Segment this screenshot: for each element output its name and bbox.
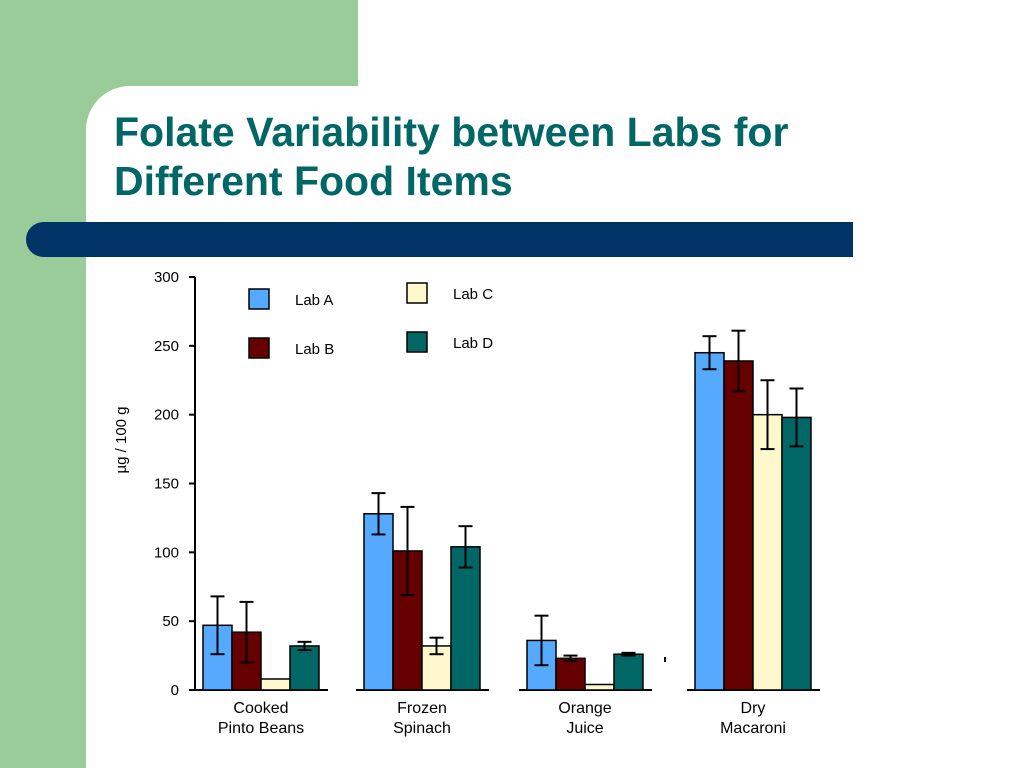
bar xyxy=(260,678,291,691)
y-tick-label: 300 xyxy=(154,269,179,286)
bar xyxy=(363,513,394,691)
x-category-label: Cooked xyxy=(233,700,288,717)
legend-swatch xyxy=(406,331,428,353)
y-tick-label: 200 xyxy=(154,407,179,424)
x-category-label: Dry xyxy=(741,700,766,717)
y-tick-label: 0 xyxy=(171,682,179,699)
bar xyxy=(450,546,481,691)
x-category-label: Juice xyxy=(566,720,603,737)
bar xyxy=(289,645,320,691)
bar xyxy=(694,351,725,691)
decorative-white-top xyxy=(358,0,1024,90)
legend-label: Lab B xyxy=(295,341,334,358)
bar xyxy=(613,653,644,691)
y-tick-label: 50 xyxy=(162,613,179,630)
slide-title-line-2: Different Food Items xyxy=(114,158,513,204)
bar xyxy=(584,683,615,691)
y-tick-label: 150 xyxy=(154,476,179,493)
x-category-label: Frozen xyxy=(397,700,447,717)
bar xyxy=(555,657,586,691)
slide-title: Folate Variability between Labs for Diff… xyxy=(114,108,914,206)
y-axis-label: µg / 100 g xyxy=(113,406,130,473)
legend-swatch xyxy=(248,337,270,359)
bar xyxy=(781,416,812,691)
x-category-label: Orange xyxy=(558,700,611,717)
y-tick-label: 250 xyxy=(154,338,179,355)
title-underline-bar xyxy=(26,222,853,257)
chart-bars xyxy=(202,329,812,691)
x-category-label: Spinach xyxy=(393,720,451,737)
legend-swatch xyxy=(248,288,270,310)
x-category-label: Macaroni xyxy=(720,720,786,737)
slide-title-line-1: Folate Variability between Labs for xyxy=(114,109,789,155)
bar xyxy=(723,360,754,691)
x-category-label: Pinto Beans xyxy=(218,720,304,737)
chart-legend: Lab A Lab B Lab C Lab D xyxy=(248,282,493,359)
stray-mark xyxy=(664,657,666,662)
legend-label: Lab A xyxy=(295,292,333,309)
legend-swatch xyxy=(406,282,428,304)
y-tick-label: 100 xyxy=(154,544,179,561)
legend-label: Lab C xyxy=(453,286,493,303)
bar xyxy=(752,413,783,691)
legend-label: Lab D xyxy=(453,335,493,352)
